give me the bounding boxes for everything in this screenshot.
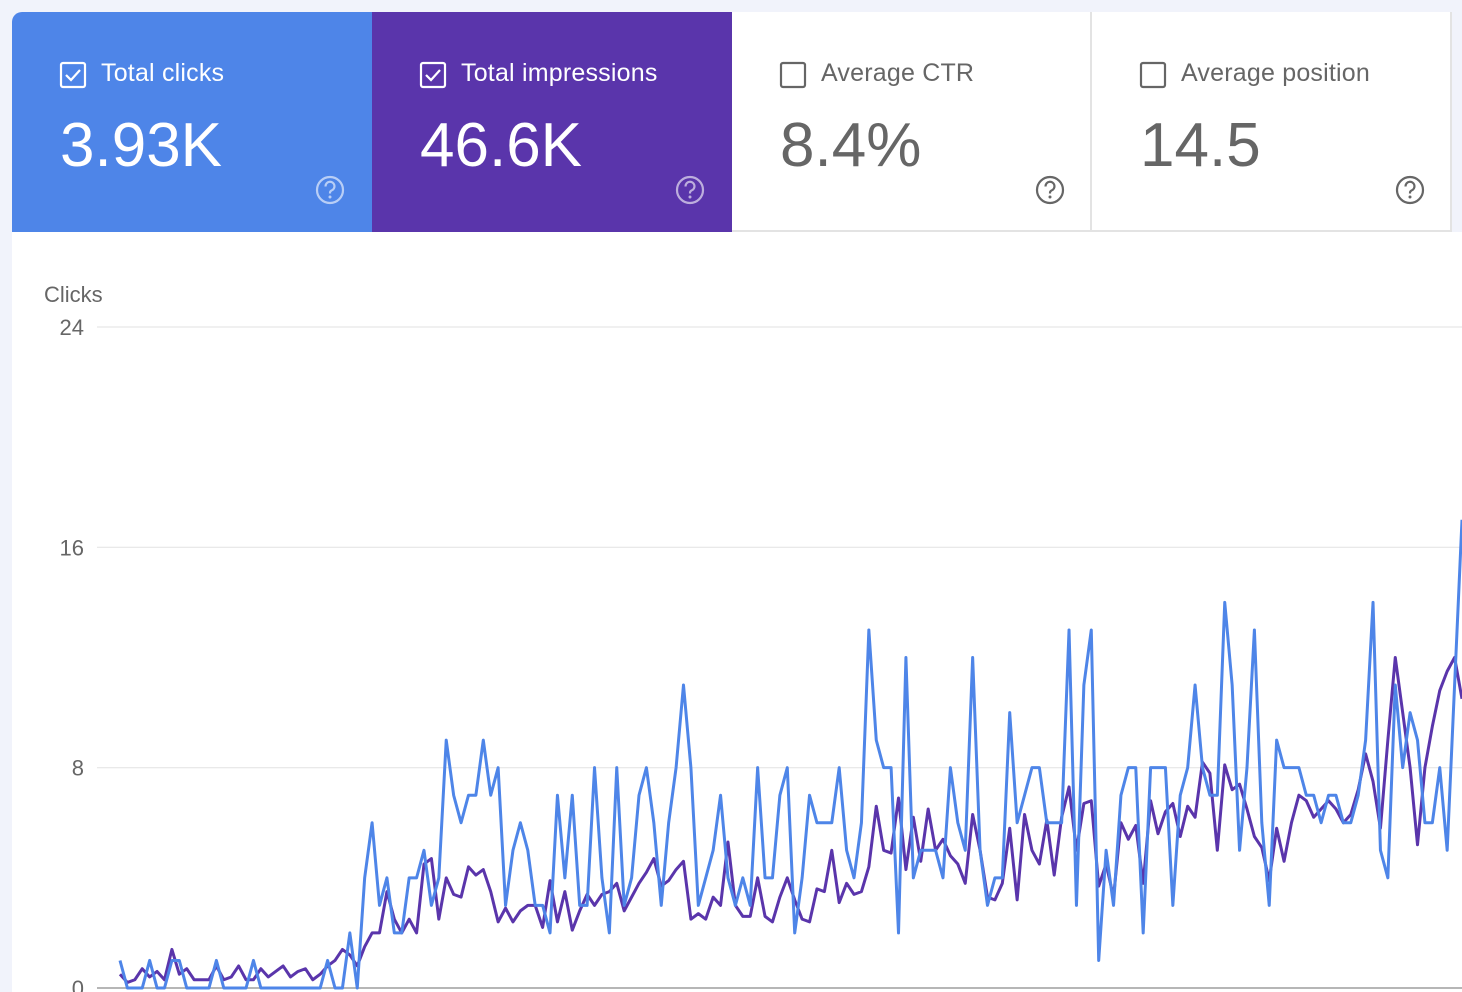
metric-value: 14.5 xyxy=(1140,111,1261,180)
checkbox-box xyxy=(419,61,447,89)
metric-label: Total impressions xyxy=(461,59,658,87)
help-mark xyxy=(324,180,336,194)
checkbox-box xyxy=(1139,61,1167,89)
chart-panel xyxy=(12,232,1462,992)
metric-value: 3.93K xyxy=(60,111,223,180)
checkbox[interactable] xyxy=(1139,61,1167,89)
help-mark xyxy=(684,180,696,194)
metric-label: Total clicks xyxy=(101,59,225,87)
help-dot xyxy=(328,195,332,199)
metric-label: Average position xyxy=(1181,59,1370,87)
help-icon[interactable] xyxy=(314,174,346,206)
checkbox-box xyxy=(59,61,87,89)
checkbox-check xyxy=(65,69,81,82)
series-line xyxy=(118,656,1462,984)
y-tick-label: 8 xyxy=(72,756,84,781)
help-dot xyxy=(688,195,692,199)
help-dot xyxy=(1408,195,1412,199)
help-icon[interactable] xyxy=(1034,174,1066,206)
checkbox[interactable] xyxy=(59,61,87,89)
help-mark xyxy=(1044,180,1056,194)
checkbox-check xyxy=(425,69,441,82)
metric-label: Average CTR xyxy=(821,59,975,87)
y-tick-label: 0 xyxy=(72,976,84,992)
metric-card[interactable]: Total impressions 46.6K xyxy=(372,12,732,232)
help-circle xyxy=(315,175,345,205)
help-dot xyxy=(1048,195,1052,199)
series-line xyxy=(118,519,1462,990)
checkbox-box xyxy=(779,61,807,89)
metric-value: 46.6K xyxy=(420,111,583,180)
checkbox[interactable] xyxy=(419,61,447,89)
metric-card[interactable]: Average position 14.5 xyxy=(1092,12,1452,232)
help-icon[interactable] xyxy=(674,174,706,206)
checkbox[interactable] xyxy=(779,61,807,89)
y-tick-label: 16 xyxy=(60,535,84,560)
y-axis-label: Clicks xyxy=(44,282,103,307)
help-icon[interactable] xyxy=(1394,174,1426,206)
help-circle xyxy=(675,175,705,205)
help-circle xyxy=(1035,175,1065,205)
metric-card[interactable]: Total clicks 3.93K xyxy=(12,12,372,232)
help-circle xyxy=(1395,175,1425,205)
metric-value: 8.4% xyxy=(780,111,922,180)
help-mark xyxy=(1404,180,1416,194)
metric-card[interactable]: Average CTR 8.4% xyxy=(732,12,1092,232)
y-tick-label: 24 xyxy=(60,315,84,340)
